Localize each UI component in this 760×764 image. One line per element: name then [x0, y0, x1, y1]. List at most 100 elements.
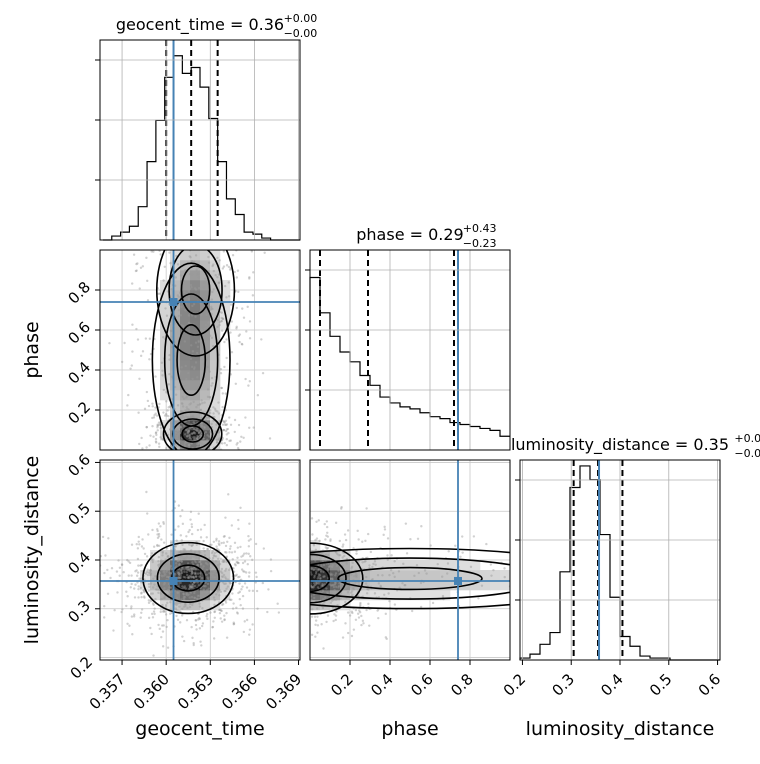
density-cell	[200, 600, 211, 611]
sample-point	[191, 416, 194, 419]
density-cell	[450, 580, 461, 591]
sample-point	[201, 425, 204, 428]
sample-point	[250, 250, 254, 253]
sample-point	[129, 367, 132, 370]
sample-point	[188, 602, 192, 605]
sample-point	[166, 568, 170, 571]
sample-point	[179, 425, 182, 428]
density-cell	[170, 420, 181, 431]
density-cell	[180, 550, 191, 561]
sample-point	[197, 441, 200, 444]
sample-point	[170, 611, 174, 615]
sample-point	[248, 593, 250, 595]
sample-point	[279, 556, 281, 558]
density-cell	[210, 390, 221, 401]
sample-point	[196, 457, 198, 459]
sample-point	[461, 535, 464, 538]
sample-point	[176, 404, 180, 407]
density-cell	[350, 570, 361, 581]
sample-point	[273, 562, 275, 564]
sample-point	[176, 618, 180, 622]
sample-point	[219, 590, 223, 593]
sample-point	[176, 430, 179, 433]
sample-point	[263, 515, 265, 517]
sample-point	[185, 592, 188, 595]
sample-point	[306, 639, 308, 641]
sample-point	[185, 593, 188, 597]
sample-point	[194, 619, 197, 622]
sample-point	[190, 585, 193, 588]
density-cell	[210, 310, 221, 321]
sample-point	[179, 426, 182, 429]
sample-point	[182, 605, 186, 608]
sample-point	[209, 308, 213, 311]
sample-point	[237, 423, 241, 427]
sample-point	[210, 376, 214, 380]
sample-point	[332, 583, 335, 587]
sample-point	[261, 550, 263, 552]
sample-point	[377, 582, 381, 585]
sample-point	[212, 637, 216, 640]
density-cell	[190, 360, 201, 371]
sample-point	[168, 464, 170, 466]
sample-point	[154, 437, 158, 441]
sample-point	[193, 596, 196, 599]
sample-point	[229, 545, 232, 548]
sample-point	[190, 432, 193, 435]
sample-point	[255, 605, 257, 607]
sample-point	[388, 573, 391, 577]
sample-point	[165, 446, 168, 450]
sample-point	[191, 585, 195, 589]
sample-point	[267, 531, 269, 533]
sample-point	[196, 556, 199, 559]
sample-point	[187, 289, 190, 293]
sample-point	[224, 419, 228, 423]
sample-point	[130, 282, 134, 285]
sample-point	[191, 457, 193, 459]
density-cell	[170, 290, 181, 301]
sample-point	[339, 592, 343, 595]
sample-point	[190, 415, 193, 418]
density-cell	[200, 590, 211, 601]
sample-point	[157, 421, 161, 424]
sample-point	[176, 428, 179, 431]
sample-point	[177, 308, 181, 312]
sample-point	[180, 571, 184, 574]
sample-point	[194, 254, 198, 257]
x-tick-label: 0.363	[174, 670, 217, 713]
density-cell	[160, 380, 171, 391]
sample-point	[338, 572, 341, 576]
sample-point	[190, 586, 193, 590]
sample-point	[123, 341, 126, 345]
sample-point	[231, 592, 234, 595]
sample-point	[180, 560, 184, 563]
sample-point	[188, 403, 191, 406]
sample-point	[419, 605, 423, 609]
sample-point	[177, 601, 180, 605]
sample-point	[324, 553, 328, 557]
sample-point	[214, 560, 218, 563]
sample-point	[160, 574, 163, 577]
sample-point	[237, 334, 241, 338]
sample-point	[179, 559, 182, 562]
sample-point	[302, 589, 304, 591]
sample-point	[241, 554, 245, 557]
sample-point	[213, 599, 216, 602]
sample-point	[256, 393, 260, 397]
sample-point	[306, 574, 308, 576]
sample-point	[330, 592, 333, 595]
sample-point	[310, 558, 314, 561]
sample-point	[169, 541, 173, 544]
sample-point	[270, 550, 272, 552]
sample-point	[180, 569, 183, 573]
sample-point	[336, 552, 339, 556]
sample-point	[222, 573, 226, 577]
density-cell	[360, 580, 371, 591]
sample-point	[296, 539, 298, 541]
sample-point	[238, 590, 242, 594]
sample-point	[212, 406, 215, 409]
sample-point	[166, 566, 170, 569]
sample-point	[187, 568, 191, 571]
sample-point	[287, 584, 289, 586]
sample-point	[377, 616, 380, 620]
